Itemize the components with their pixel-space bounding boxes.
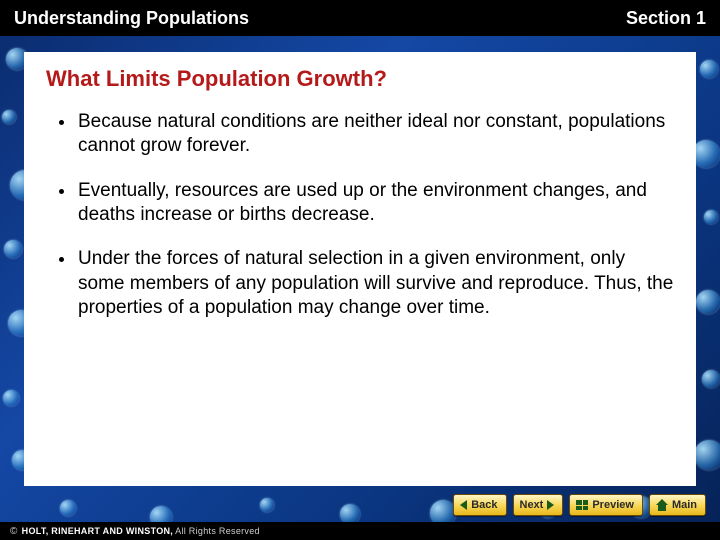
main-button-label: Main <box>672 499 697 511</box>
grid-icon <box>576 500 588 510</box>
slide-title: What Limits Population Growth? <box>46 66 674 92</box>
home-icon <box>656 499 668 511</box>
preview-button-label: Preview <box>592 499 634 511</box>
back-button-label: Back <box>471 499 497 511</box>
next-button[interactable]: Next <box>513 494 564 516</box>
bubble-icon <box>700 60 718 78</box>
footer-rights: All Rights Reserved <box>175 526 260 536</box>
bubble-icon <box>4 240 22 258</box>
preview-button[interactable]: Preview <box>569 494 643 516</box>
bullet-list: Because natural conditions are neither i… <box>46 110 674 320</box>
bubble-icon <box>704 210 718 224</box>
header-title-left: Understanding Populations <box>14 8 249 29</box>
bubble-icon <box>692 140 720 168</box>
bubble-icon <box>694 440 720 470</box>
header-title-right: Section 1 <box>626 8 706 29</box>
bubble-icon <box>2 110 16 124</box>
copyright-icon: © <box>10 526 18 537</box>
chevron-left-icon <box>460 500 467 510</box>
next-button-label: Next <box>520 499 544 511</box>
bubble-icon <box>3 390 19 406</box>
list-item: Eventually, resources are used up or the… <box>76 179 674 228</box>
back-button[interactable]: Back <box>453 494 506 516</box>
bubble-icon <box>702 370 720 388</box>
list-item: Under the forces of natural selection in… <box>76 247 674 320</box>
nav-bar: Back Next Preview Main <box>0 494 720 522</box>
list-item: Because natural conditions are neither i… <box>76 110 674 159</box>
footer-bar: © HOLT, RINEHART AND WINSTON, All Rights… <box>0 522 720 540</box>
header-bar: Understanding Populations Section 1 <box>0 0 720 36</box>
main-button[interactable]: Main <box>649 494 706 516</box>
footer-publisher: HOLT, RINEHART AND WINSTON, <box>22 526 173 536</box>
chevron-right-icon <box>547 500 554 510</box>
bubble-icon <box>696 290 720 314</box>
content-panel: What Limits Population Growth? Because n… <box>24 52 696 486</box>
